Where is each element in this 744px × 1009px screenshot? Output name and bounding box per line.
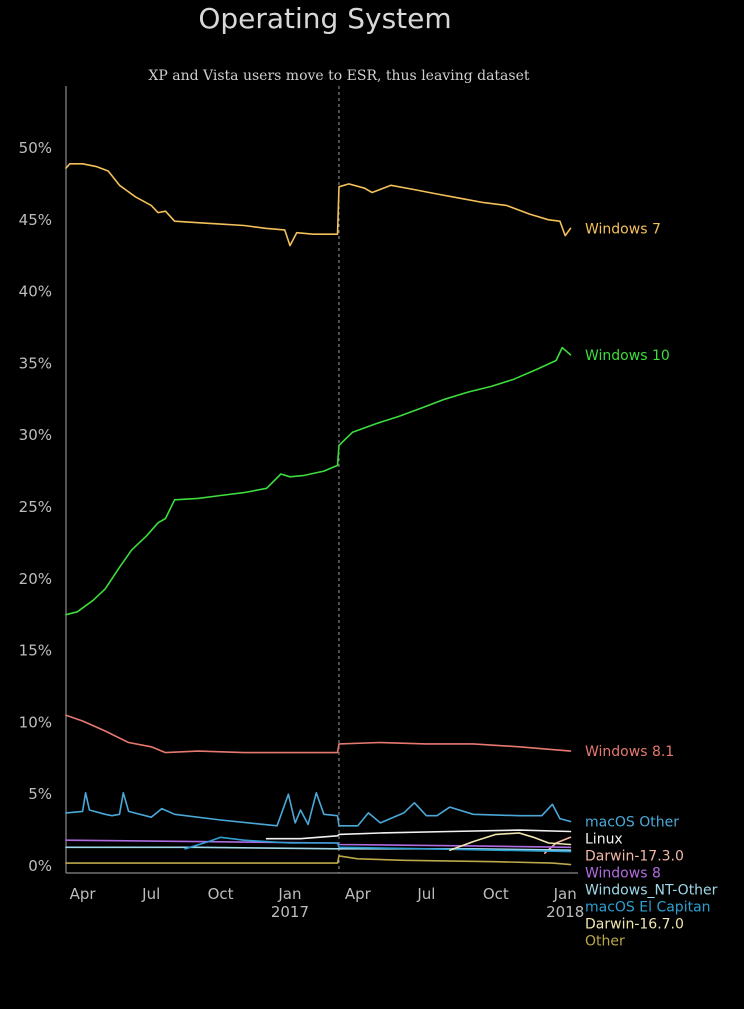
- series-label: Darwin-17.3.0: [585, 848, 684, 864]
- series-line: [65, 792, 572, 827]
- x-tick-label: Oct: [483, 885, 509, 903]
- series-line: [65, 855, 572, 866]
- y-tick-label: 5%: [28, 785, 52, 803]
- series-label: Windows 8: [585, 865, 661, 881]
- x-tick-label: Jul: [141, 885, 160, 903]
- x-tick-year-label: 2018: [546, 903, 584, 921]
- series-line: [65, 163, 572, 247]
- x-tick-label: Jan: [553, 885, 577, 903]
- x-tick-label: Oct: [208, 885, 234, 903]
- chart-title: Operating System: [198, 2, 451, 35]
- series-line: [449, 832, 572, 851]
- series-lines: [65, 163, 572, 866]
- series-end-labels: Windows 7 Windows 10 Windows 8.1 macOS Othe…: [585, 221, 718, 949]
- series-line: [65, 714, 572, 754]
- x-tick-year-label: 2017: [271, 903, 309, 921]
- y-tick-label: 20%: [19, 570, 52, 588]
- series-line: [265, 829, 572, 840]
- series-line: [65, 346, 572, 616]
- y-tick-label: 25%: [19, 498, 52, 516]
- series-label: Windows 7: [585, 221, 661, 237]
- y-tick-label: 15%: [19, 642, 52, 660]
- y-tick-label: 35%: [19, 354, 52, 372]
- series-label: Windows 10: [585, 348, 670, 364]
- series-line: [65, 846, 572, 851]
- x-tick-label: Apr: [345, 885, 372, 903]
- series-label: Other: [585, 933, 625, 949]
- y-tick-label: 0%: [28, 857, 52, 875]
- y-tick-label: 10%: [19, 713, 52, 731]
- series-label: Linux: [585, 831, 623, 847]
- y-tick-label: 40%: [19, 283, 52, 301]
- series-label: macOS Other: [585, 814, 679, 830]
- y-tick-label: 45%: [19, 211, 52, 229]
- esr-annotation-text: XP and Vista users move to ESR, thus lea…: [148, 68, 529, 84]
- x-tick-label: Jul: [416, 885, 435, 903]
- series-label: Windows_NT-Other: [585, 882, 718, 898]
- series-line: [184, 836, 572, 853]
- y-axis-ticks: 0% 5% 10% 15% 20% 25% 30% 35% 40% 45% 50%: [19, 139, 52, 875]
- axes: [65, 86, 578, 874]
- y-tick-label: 30%: [19, 426, 52, 444]
- series-label: macOS El Capitan: [585, 899, 711, 915]
- series-label: Darwin-16.7.0: [585, 916, 684, 932]
- x-tick-label: Jan: [277, 885, 301, 903]
- series-label: Windows 8.1: [585, 744, 674, 760]
- esr-annotation: XP and Vista users move to ESR, thus lea…: [148, 68, 530, 873]
- y-tick-label: 50%: [19, 139, 52, 157]
- x-tick-label: Apr: [70, 885, 97, 903]
